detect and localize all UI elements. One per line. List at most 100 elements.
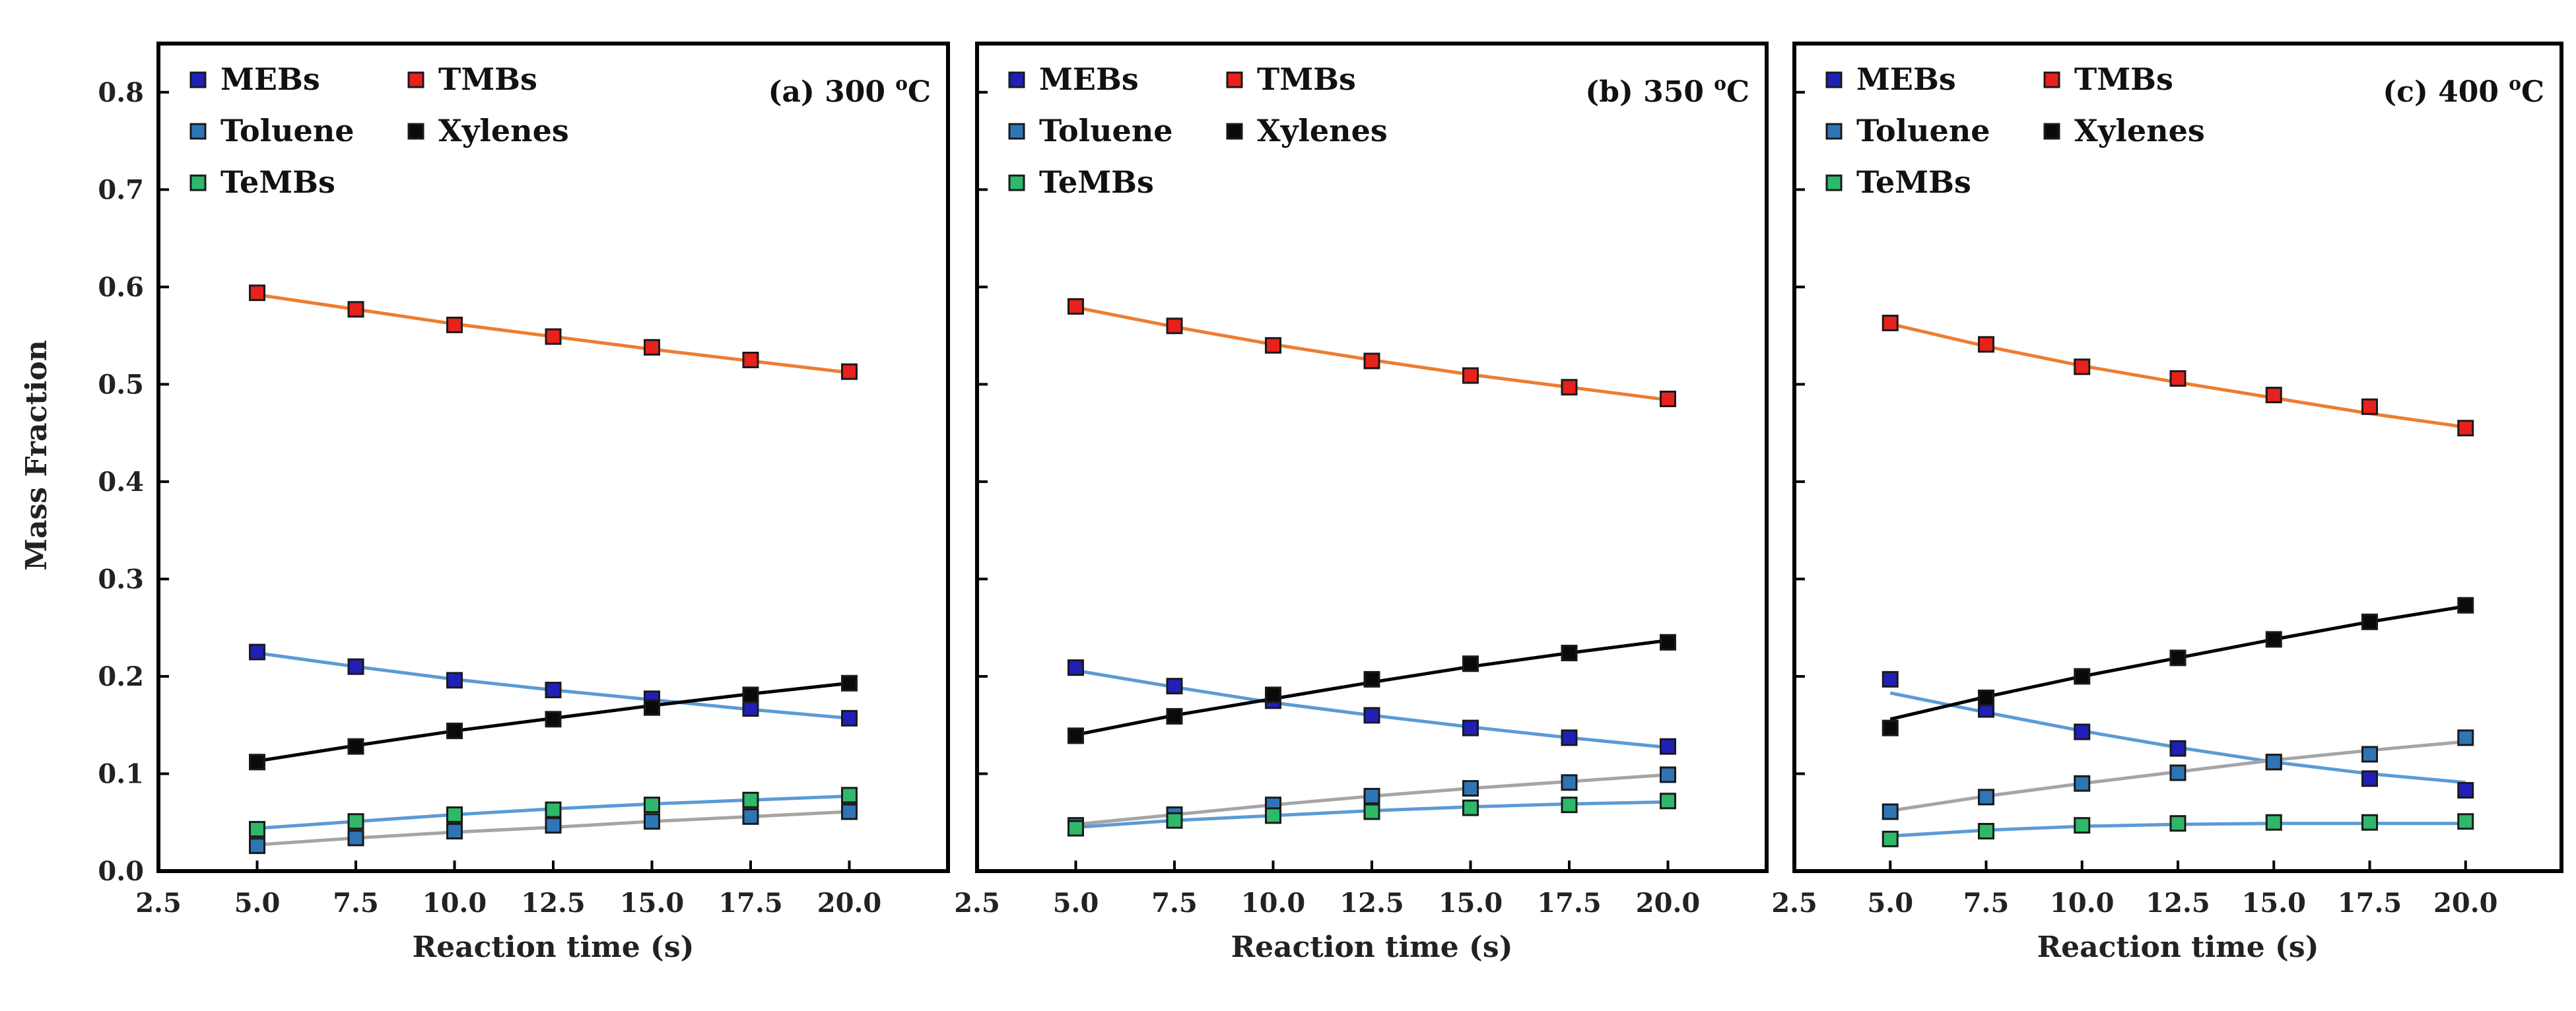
data-point-tmbs [1978,336,1994,353]
legend-marker-xylenes [407,123,424,140]
x-tick-label: 5.0 [234,888,281,919]
data-point-tmbs [1068,298,1084,315]
data-point-toluene [347,830,364,847]
panel-label: (c) 400 oC [2383,73,2544,109]
data-point-mebs [1660,738,1676,755]
data-point-tembs [841,787,858,804]
x-tick-label: 20.0 [817,888,881,919]
legend-label-mebs: MEBs [1856,61,1956,97]
legend-label-mebs: MEBs [220,61,320,97]
data-point-mebs [1166,678,1183,695]
data-point-mebs [2169,740,2186,757]
x-tick-label: 15.0 [1439,888,1503,919]
data-point-tmbs [644,339,660,356]
data-point-xylenes [1068,727,1084,744]
x-tick-label: 20.0 [1636,888,1700,919]
data-point-xylenes [644,699,660,716]
data-point-xylenes [1881,719,1899,736]
data-point-toluene [1660,766,1676,783]
data-point-xylenes [1166,707,1183,725]
data-point-tmbs [1265,337,1281,354]
data-point-tmbs [1363,352,1380,370]
x-tick-label: 17.5 [1537,888,1601,919]
data-point-toluene [545,817,562,834]
data-point-tembs [249,821,265,838]
data-point-tembs [2361,814,2378,831]
x-axis-title: Reaction time (s) [1231,930,1513,964]
x-tick-label: 12.5 [1339,888,1404,919]
data-point-toluene [249,837,265,855]
legend-label-toluene: Toluene [1856,113,1990,148]
y-tick-label: 0.4 [98,467,144,498]
panel-label-unit: C [908,75,931,109]
data-point-xylenes [1978,689,1994,706]
data-point-tmbs [2169,370,2186,387]
panels: 0.0 0.1 0.2 0.3 0.4 0.5 0.6 0.7 0.8 2.5 5.0 7.5 10.0… [98,42,2563,964]
legend-label-tembs: TeMBs [220,164,335,200]
data-point-tembs [1462,799,1479,816]
x-tick-label: 7.5 [1963,888,2010,919]
data-point-mebs [2074,723,2091,740]
legend-marker-tmbs [407,71,424,88]
x-tick-label: 10.0 [1241,888,1305,919]
data-point-tmbs [2074,358,2091,375]
data-point-mebs [347,658,364,675]
legend-marker-xylenes [2043,123,2060,140]
legend-label-xylenes: Xylenes [438,113,569,148]
data-point-xylenes [742,686,759,703]
data-point-xylenes [2265,631,2282,648]
y-tick-label: 0.5 [98,369,144,400]
data-point-tembs [545,801,562,818]
x-tick-label: 2.5 [135,888,182,919]
panel-label-text: (b) 350 [1585,75,1714,109]
data-point-xylenes [2169,649,2186,667]
x-tick-label: 15.0 [2242,888,2306,919]
data-point-tmbs [1462,367,1479,384]
data-point-xylenes [1265,686,1281,703]
panel-label-degree: o [2509,73,2521,94]
data-point-tmbs [249,284,265,302]
data-point-tmbs [1660,390,1676,407]
data-point-toluene [1561,774,1578,791]
data-point-tmbs [446,316,463,333]
data-point-tembs [1881,830,1899,847]
data-point-tembs [1265,807,1281,824]
data-point-tembs [644,797,660,814]
data-point-xylenes [249,754,265,771]
data-point-toluene [2265,754,2282,771]
data-point-xylenes [2361,613,2378,630]
data-point-mebs [841,709,858,727]
y-tick-label: 0.1 [98,758,144,789]
data-point-tmbs [2361,398,2378,415]
data-point-xylenes [1462,655,1479,672]
x-tick-label: 2.5 [954,888,1000,919]
x-tick-label: 17.5 [2338,888,2402,919]
data-point-tembs [1561,797,1578,814]
legend-label-toluene: Toluene [220,113,355,148]
x-tick-label: 2.5 [1771,888,1817,919]
data-point-mebs [1561,729,1578,746]
legend-marker-toluene [189,123,207,140]
legend-label-toluene: Toluene [1039,113,1173,148]
y-tick-label: 0.2 [98,661,144,692]
data-point-xylenes [2074,668,2091,685]
data-point-toluene [2361,746,2378,763]
legend-label-tembs: TeMBs [1856,164,1971,200]
data-point-tembs [1978,823,1994,840]
data-point-tmbs [347,301,364,318]
panel-label-unit: C [2521,75,2544,109]
legend-marker-mebs [189,71,207,88]
y-tick-label: 0.7 [98,174,144,205]
x-axis-title: Reaction time (s) [2037,930,2319,964]
data-point-tembs [2265,814,2282,831]
panel-label-text: (c) 400 [2383,75,2509,109]
data-point-toluene [1881,803,1899,820]
data-point-tmbs [1881,314,1899,331]
data-point-tmbs [545,328,562,345]
panel-label: (a) 300 oC [768,73,931,109]
x-tick-label: 20.0 [2433,888,2497,919]
data-point-tmbs [2265,387,2282,404]
chart-panel-3: 2.5 5.0 7.5 10.0 12.5 15.0 17.5 20.0 Reaction ti… [1771,42,2563,964]
legend-label-tmbs: TMBs [1257,61,1356,97]
panel-label-degree: o [895,73,908,94]
